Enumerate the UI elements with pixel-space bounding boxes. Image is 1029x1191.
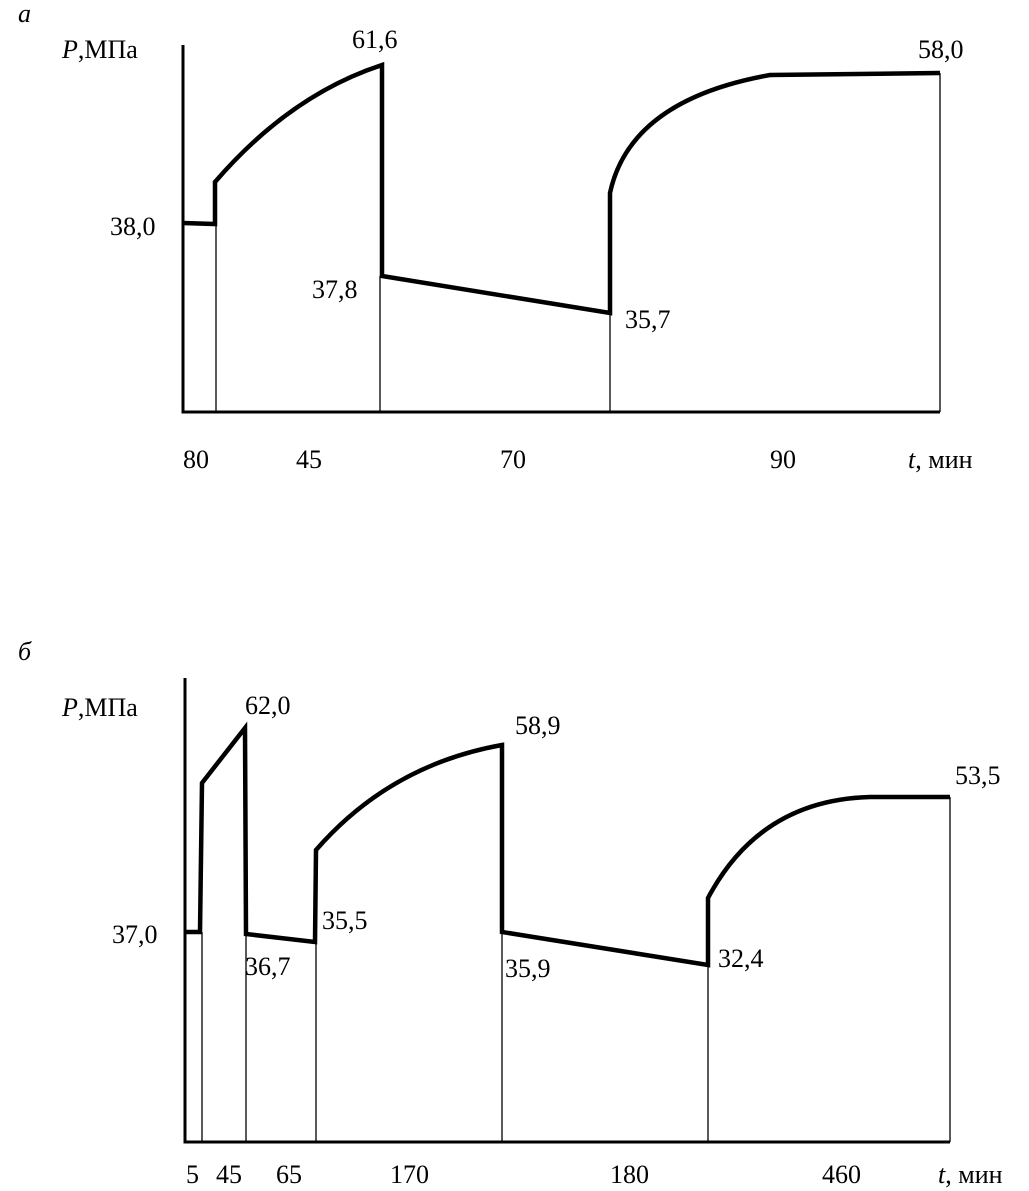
pressure-label: 36,7 [245, 952, 291, 981]
pressure-label: 37,0 [112, 920, 158, 949]
x-axis-label: t, мин [938, 1160, 1003, 1189]
duration-label: 45 [296, 445, 322, 474]
duration-label: 45 [216, 1160, 242, 1189]
pressure-curve [185, 721, 950, 968]
y-axis-label: P,МПа [61, 35, 138, 64]
pressure-label: 53,5 [955, 761, 1001, 790]
x-axis-label: t, мин [908, 445, 973, 474]
panel-letter: а [18, 0, 31, 28]
duration-label: 5 [186, 1160, 199, 1189]
axes [181, 45, 940, 414]
duration-label: 460 [822, 1160, 861, 1189]
duration-label: 70 [500, 445, 526, 474]
panel-b [183, 678, 951, 1144]
duration-label: 80 [183, 445, 209, 474]
symbol: t [908, 445, 916, 474]
pressure-label: 35,9 [505, 954, 551, 983]
unit: ,МПа [78, 35, 138, 64]
symbol: t [938, 1160, 946, 1189]
panel-a [181, 45, 941, 414]
unit: ,МПа [78, 693, 138, 722]
divider-lines [215, 73, 941, 412]
duration-label: 180 [610, 1160, 649, 1189]
panel-letter: б [18, 637, 32, 666]
pressure-label: 58,0 [918, 35, 964, 64]
pressure-label: 38,0 [110, 212, 156, 241]
pressure-label: 35,5 [322, 906, 368, 935]
axes [183, 678, 950, 1144]
pressure-label: 61,6 [352, 25, 398, 54]
duration-label: 170 [390, 1160, 429, 1189]
symbol: P [61, 693, 78, 722]
divider-lines [201, 797, 951, 1142]
pressure-label: 58,9 [515, 711, 561, 740]
pressure-label: 62,0 [245, 691, 291, 720]
y-axis-label: P,МПа [61, 693, 138, 722]
unit: , мин [945, 1160, 1002, 1189]
unit: , мин [915, 445, 972, 474]
duration-label: 65 [276, 1160, 302, 1189]
duration-label: 90 [770, 445, 796, 474]
pressure-label: 37,8 [312, 275, 358, 304]
symbol: P [61, 35, 78, 64]
pressure-label: 35,7 [625, 305, 671, 334]
pressure-curve [182, 61, 941, 316]
pressure-label: 32,4 [718, 944, 764, 973]
